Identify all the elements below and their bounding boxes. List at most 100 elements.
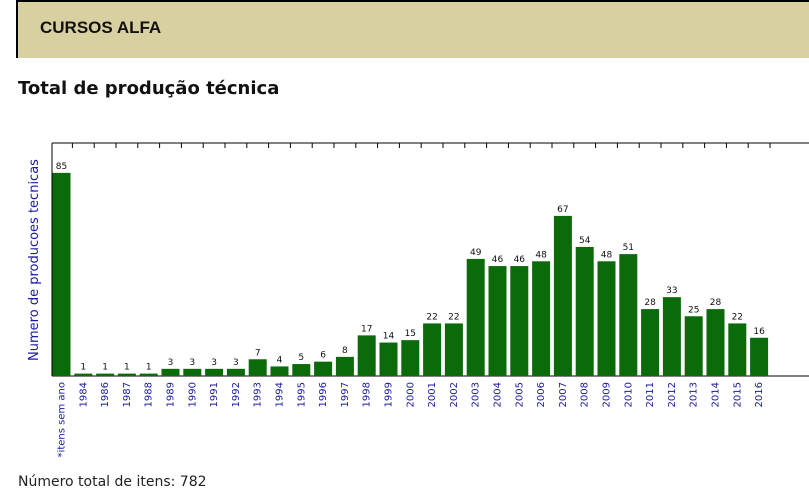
bar [248, 359, 267, 376]
x-tick-label: 1994 [275, 382, 286, 407]
value-label: 4 [277, 355, 283, 365]
bar [750, 337, 769, 376]
bar [510, 266, 529, 376]
y-axis-label: Numero de producoes tecnicas [27, 159, 42, 361]
x-tick-label: 1997 [340, 382, 351, 407]
x-tick-label: 2012 [667, 382, 678, 407]
bar [619, 254, 638, 376]
value-label: 3 [168, 358, 174, 368]
bar [292, 364, 311, 376]
x-tick-label: 2013 [689, 382, 700, 407]
bar [662, 297, 681, 376]
bar [161, 368, 180, 376]
x-tick-label: 2011 [645, 382, 656, 407]
bar [335, 356, 354, 376]
bar [205, 368, 224, 376]
value-label: 1 [124, 363, 130, 373]
value-label: 85 [56, 162, 67, 172]
value-label: 22 [448, 312, 459, 322]
x-tick-label: 2008 [580, 382, 591, 407]
value-label: 6 [320, 351, 326, 361]
x-tick-label: 1984 [78, 382, 89, 407]
value-label: 51 [623, 243, 634, 253]
header: CURSOS ALFA [16, 0, 809, 58]
x-tick-label: 1996 [318, 382, 329, 407]
value-label: 14 [383, 332, 395, 342]
x-tick-label: 2009 [602, 382, 613, 407]
header-title: CURSOS ALFA [40, 18, 162, 37]
value-label: 49 [470, 248, 482, 258]
x-tick-label: 2006 [536, 382, 547, 407]
x-tick-label: 1988 [144, 382, 155, 407]
bar [444, 323, 463, 376]
x-tick-label: 2015 [732, 382, 743, 407]
bar [684, 316, 703, 376]
section-title: Total de produção técnica [18, 78, 280, 99]
value-label: 48 [601, 250, 613, 260]
bar [117, 373, 136, 376]
value-label: 5 [298, 353, 304, 363]
x-tick-label: *itens sem ano [57, 382, 68, 457]
x-tick-label: 2016 [754, 382, 765, 407]
value-label: 8 [342, 346, 348, 356]
bar [74, 373, 93, 376]
value-label: 33 [666, 286, 677, 296]
x-tick-label: 2010 [623, 382, 634, 407]
value-label: 67 [557, 205, 568, 215]
bar [139, 373, 158, 376]
value-label: 28 [710, 298, 722, 308]
bar [183, 368, 202, 376]
x-tick-label: 1999 [384, 382, 395, 407]
value-label: 1 [146, 363, 152, 373]
value-label: 48 [535, 250, 547, 260]
value-label: 46 [514, 255, 526, 265]
bar [401, 340, 420, 376]
value-label: 1 [102, 363, 108, 373]
x-tick-label: 1989 [166, 382, 177, 407]
value-label: 16 [753, 327, 765, 337]
bar [488, 266, 507, 376]
bar [226, 368, 245, 376]
value-label: 46 [492, 255, 504, 265]
x-tick-label: 2003 [471, 382, 482, 407]
value-label: 15 [405, 329, 416, 339]
value-label: 22 [732, 312, 743, 322]
value-label: 3 [189, 358, 195, 368]
x-tick-label: 1992 [231, 382, 242, 407]
x-tick-label: 1990 [187, 382, 198, 407]
x-tick-label: 2007 [558, 382, 569, 407]
value-label: 3 [211, 358, 217, 368]
value-label: 28 [644, 298, 656, 308]
value-label: 22 [426, 312, 437, 322]
bar [423, 323, 442, 376]
x-tick-label: 2002 [449, 382, 460, 407]
bar [532, 261, 551, 376]
bar [575, 246, 594, 376]
value-label: 3 [233, 358, 239, 368]
footer: Número total de itens: 782 [18, 474, 207, 489]
value-label: 7 [255, 348, 261, 358]
value-label: 1 [80, 363, 86, 373]
x-tick-label: 1986 [100, 382, 111, 407]
bar [357, 335, 376, 376]
x-tick-label: 2014 [711, 382, 722, 407]
bar [706, 309, 725, 376]
x-tick-label: 2000 [405, 382, 416, 407]
bar [314, 361, 333, 376]
bar [641, 309, 660, 376]
bar [553, 215, 572, 376]
value-label: 54 [579, 236, 591, 246]
bar [728, 323, 747, 376]
x-tick-label: 2004 [493, 382, 504, 407]
bar [270, 366, 289, 376]
x-tick-label: 2001 [427, 382, 438, 407]
x-tick-label: 1991 [209, 382, 220, 407]
bar [379, 342, 398, 376]
x-tick-label: 1993 [253, 382, 264, 407]
bar [466, 258, 485, 376]
value-label: 17 [361, 324, 372, 334]
bar [52, 172, 71, 376]
bar [96, 373, 115, 376]
